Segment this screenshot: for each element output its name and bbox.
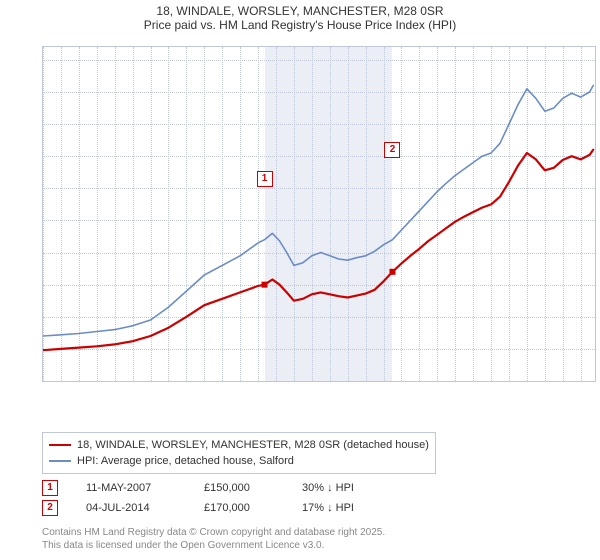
- sale-point-marker: [389, 269, 395, 275]
- chart-titles: 18, WINDALE, WORSLEY, MANCHESTER, M28 0S…: [0, 0, 600, 32]
- legend-swatch: [49, 460, 71, 462]
- gridline-h: [43, 381, 595, 382]
- sale-delta: 30% ↓ HPI: [302, 482, 354, 494]
- chart-root: { "title_line1": "18, WINDALE, WORSLEY, …: [0, 0, 600, 560]
- series-hpi: [43, 86, 593, 337]
- sale-marker-label: 1: [257, 171, 273, 187]
- credit-line: This data is licensed under the Open Gov…: [42, 539, 385, 552]
- sale-point-marker: [262, 282, 268, 288]
- legend-label: HPI: Average price, detached house, Salf…: [77, 455, 294, 467]
- sale-delta: 17% ↓ HPI: [302, 502, 354, 514]
- sales-table: 1 11-MAY-2007 £150,000 30% ↓ HPI 2 04-JUL-201…: [42, 478, 354, 518]
- line-layer: [43, 47, 595, 381]
- sale-date: 11-MAY-2007: [86, 482, 176, 494]
- sale-marker-label: 2: [384, 142, 400, 158]
- sale-date: 04-JUL-2014: [86, 502, 176, 514]
- series-price_paid: [43, 150, 593, 350]
- sale-marker-icon: 1: [42, 480, 58, 496]
- sale-price: £150,000: [204, 482, 274, 494]
- legend-label: 18, WINDALE, WORSLEY, MANCHESTER, M28 0S…: [77, 439, 429, 451]
- legend-swatch: [49, 444, 71, 446]
- plot-area: £0£50K£100K£150K£200K£250K£300K£350K£400…: [42, 46, 596, 382]
- legend-item: 18, WINDALE, WORSLEY, MANCHESTER, M28 0S…: [49, 437, 429, 453]
- credit-line: Contains HM Land Registry data © Crown c…: [42, 526, 385, 539]
- sale-marker-icon: 2: [42, 500, 58, 516]
- legend-item: HPI: Average price, detached house, Salf…: [49, 453, 429, 469]
- credit-text: Contains HM Land Registry data © Crown c…: [42, 526, 385, 552]
- chart-title-line2: Price paid vs. HM Land Registry's House …: [0, 18, 600, 32]
- sale-row: 2 04-JUL-2014 £170,000 17% ↓ HPI: [42, 498, 354, 518]
- chart-title-line1: 18, WINDALE, WORSLEY, MANCHESTER, M28 0S…: [0, 4, 600, 18]
- sale-row: 1 11-MAY-2007 £150,000 30% ↓ HPI: [42, 478, 354, 498]
- legend-box: 18, WINDALE, WORSLEY, MANCHESTER, M28 0S…: [42, 432, 436, 474]
- sale-price: £170,000: [204, 502, 274, 514]
